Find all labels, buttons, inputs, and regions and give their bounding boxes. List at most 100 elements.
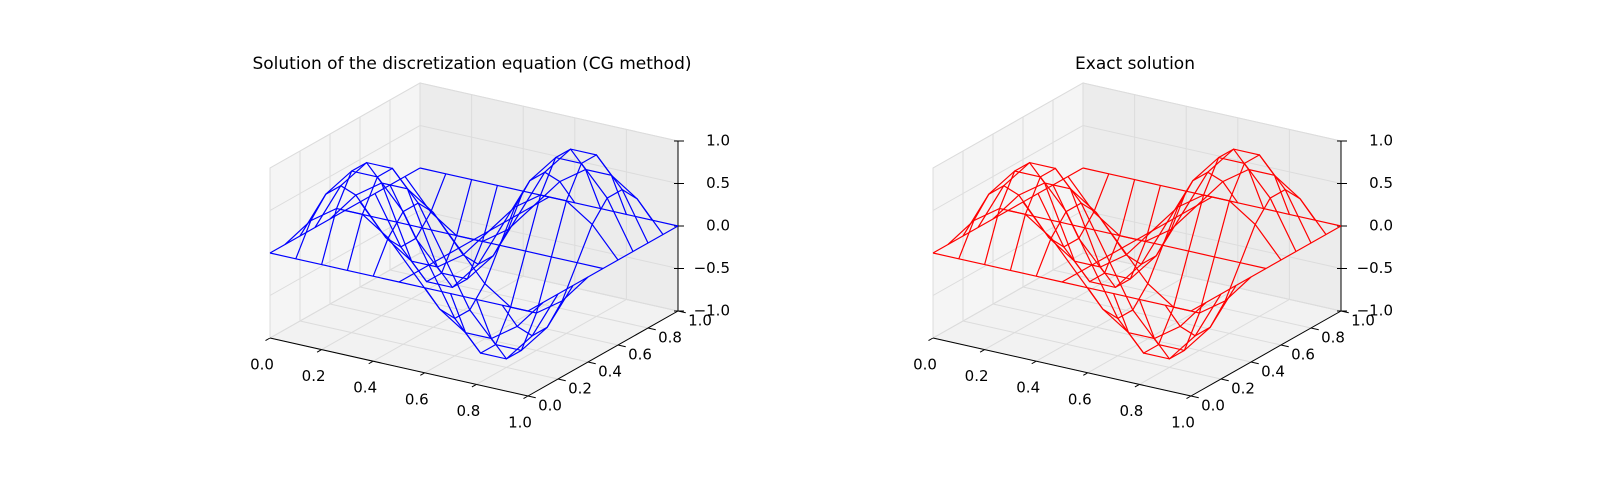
- wire-column: [346, 167, 498, 289]
- grid-line: [359, 286, 619, 346]
- y-tick-label: 1.0: [688, 312, 712, 330]
- tick-mark: [1310, 327, 1319, 331]
- z-tick-label: 0.0: [706, 217, 730, 235]
- wire-column: [1087, 171, 1239, 320]
- wire-column: [1113, 148, 1265, 354]
- grid-line: [1082, 210, 1342, 269]
- wire-column: [475, 154, 627, 360]
- y-tick-label: 1.0: [1351, 312, 1375, 330]
- x-axis: [932, 337, 1192, 397]
- z-tick-label: −1.0: [1357, 302, 1393, 320]
- grid-line: [389, 269, 649, 329]
- grid-line: [1087, 287, 1239, 374]
- z-tick-label: −0.5: [1357, 259, 1393, 277]
- wire-column: [932, 167, 1084, 254]
- grid-line: [932, 125, 1084, 211]
- x-tick-label: 0.6: [1068, 390, 1092, 408]
- wire-column: [424, 171, 576, 320]
- wire-column: [1009, 167, 1161, 289]
- x-tick-label: 0.0: [250, 356, 274, 374]
- grid-line: [1082, 125, 1342, 184]
- grid-line: [329, 303, 589, 363]
- wire-column: [269, 167, 421, 254]
- z-tick-label: −0.5: [694, 259, 730, 277]
- grid-line: [1022, 286, 1282, 346]
- wire-column: [295, 173, 447, 260]
- grid-line: [1082, 82, 1342, 142]
- tick-mark: [587, 361, 596, 365]
- grid-line: [932, 210, 1084, 296]
- wire-column: [1061, 196, 1213, 283]
- x-tick-label: 1.0: [508, 414, 532, 432]
- x-tick-label: 0.4: [353, 379, 377, 397]
- grid-line: [1035, 275, 1187, 362]
- x-tick-label: 1.0: [1171, 414, 1195, 432]
- chart-title: Solution of the discretization equation …: [252, 54, 691, 74]
- tick-mark: [1186, 395, 1192, 399]
- tick-mark: [928, 337, 934, 341]
- x-tick-label: 0.2: [302, 367, 326, 385]
- y-tick-label: 0.8: [658, 329, 682, 347]
- y-tick-label: 0.8: [1321, 329, 1345, 347]
- grid-line: [269, 82, 421, 169]
- wire-column: [1190, 225, 1342, 312]
- grid-line: [1052, 269, 1312, 329]
- grid-line: [419, 252, 679, 312]
- y-tick-label: 0.6: [1291, 346, 1315, 364]
- tick-mark: [1250, 361, 1259, 365]
- tick-mark: [1083, 372, 1089, 376]
- wire-column: [372, 190, 524, 277]
- chart-title: Exact solution: [1075, 54, 1195, 74]
- wire-column: [501, 188, 653, 337]
- tick-mark: [617, 344, 626, 348]
- tick-mark: [1134, 383, 1140, 388]
- tick-mark: [979, 349, 985, 353]
- tick-mark: [265, 337, 271, 341]
- grid-line: [372, 275, 524, 362]
- grid-line: [932, 82, 1084, 169]
- grid-line: [1082, 252, 1342, 312]
- y-tick-label: 0.4: [598, 363, 622, 381]
- z-tick-label: 0.5: [1369, 174, 1393, 192]
- z-tick-label: 0.0: [1369, 217, 1393, 235]
- grid-line: [269, 125, 421, 211]
- grid-line: [419, 210, 679, 269]
- tick-mark: [1280, 344, 1289, 348]
- tick-mark: [316, 349, 322, 353]
- y-axis: [1190, 310, 1342, 397]
- grid-line: [269, 210, 421, 296]
- tick-mark: [1031, 360, 1037, 365]
- z-tick-label: 1.0: [1369, 132, 1393, 150]
- x-tick-label: 0.2: [965, 367, 989, 385]
- grid-line: [1139, 298, 1290, 385]
- tick-mark: [523, 395, 529, 399]
- tick-mark: [420, 372, 426, 376]
- wire-column: [1164, 188, 1316, 337]
- wire-column: [398, 196, 550, 283]
- tick-mark: [1190, 395, 1199, 399]
- grid-line: [419, 82, 679, 142]
- x-tick-label: 0.4: [1016, 379, 1040, 397]
- wire-column: [958, 173, 1110, 260]
- wire-column: [1138, 154, 1290, 360]
- grid-line: [299, 320, 559, 380]
- y-axis: [527, 310, 679, 397]
- y-tick-label: 0.4: [1261, 363, 1285, 381]
- grid-line: [992, 303, 1252, 363]
- grid-line: [962, 320, 1222, 380]
- tick-mark: [1220, 378, 1229, 382]
- y-tick-label: 0.0: [1201, 397, 1225, 415]
- z-tick-label: −1.0: [694, 302, 730, 320]
- tick-mark: [527, 395, 536, 399]
- y-tick-label: 0.2: [1231, 380, 1255, 398]
- grid-line: [419, 125, 679, 184]
- x-tick-label: 0.8: [456, 402, 480, 420]
- tick-mark: [557, 378, 566, 382]
- z-tick-label: 0.5: [706, 174, 730, 192]
- z-tick-label: 1.0: [706, 132, 730, 150]
- x-tick-label: 0.0: [913, 356, 937, 374]
- x-tick-label: 0.8: [1119, 402, 1143, 420]
- wire-column: [1035, 190, 1187, 277]
- wire-column: [450, 148, 602, 354]
